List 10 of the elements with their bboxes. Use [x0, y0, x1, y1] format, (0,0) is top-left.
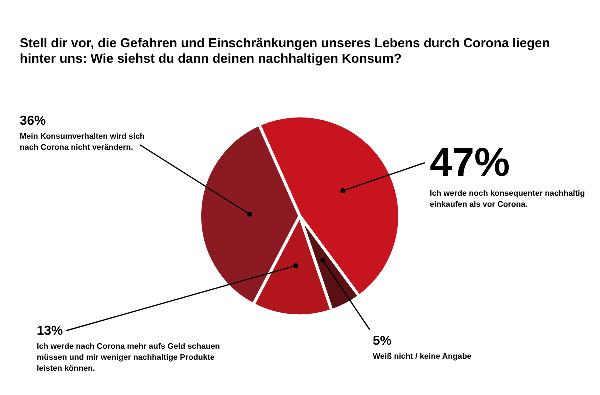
data-label: 13%	[37, 323, 64, 338]
data-label: 36%	[20, 113, 46, 128]
text: Stell dir vor, die Gefahren und Einschränkungen unseres Lebens durch Corona liegen	[20, 35, 550, 50]
slice-label: Ich werde noch konsequenter nachhaltig einkaufen als vor Corona.	[430, 189, 586, 210]
slice-label: Weiß nicht / keine Angabe	[373, 352, 472, 362]
data-label: 5%	[373, 333, 392, 348]
data-label: 47%	[430, 141, 510, 186]
slice-label: Mein Konsumverhalten wird sich nach Corona nicht verändern.	[20, 132, 146, 152]
text: hinter uns: Wie siehst du dann deinen nachhaltigen Konsum?	[20, 50, 402, 66]
slice-label: Ich werde nach Corona mehr aufs Geld schauen müssen und mir weniger nachhaltige Produkte leisten können.	[37, 342, 220, 374]
